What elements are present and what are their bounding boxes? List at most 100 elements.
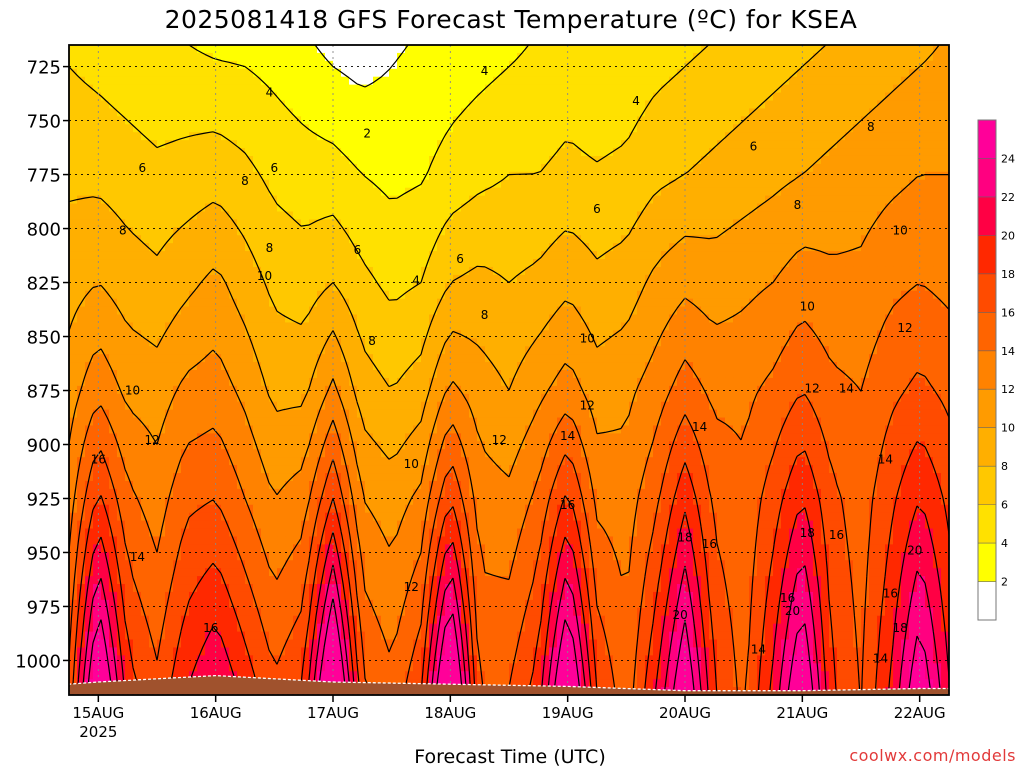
heat-cell xyxy=(389,243,398,252)
heat-cell xyxy=(901,211,910,220)
heat-cell xyxy=(901,76,910,86)
heat-cell xyxy=(669,235,678,244)
heat-cell xyxy=(829,148,838,157)
heat-cell xyxy=(357,266,366,276)
heat-cell xyxy=(317,140,326,149)
heat-cell xyxy=(541,84,550,94)
heat-cell xyxy=(101,124,110,133)
heat-cell xyxy=(77,84,86,94)
heat-cell xyxy=(597,163,606,173)
heat-cell xyxy=(741,171,750,181)
heat-cell xyxy=(213,100,222,110)
heat-cell xyxy=(821,354,830,363)
heat-cell xyxy=(597,306,606,316)
heat-cell xyxy=(941,155,949,165)
heat-cell xyxy=(101,76,110,86)
heat-cell xyxy=(421,235,430,244)
heat-cell xyxy=(261,84,270,94)
heat-cell xyxy=(413,211,422,220)
heat-cell xyxy=(893,45,902,54)
heat-cell xyxy=(709,306,718,316)
heat-cell xyxy=(581,377,590,387)
heat-cell xyxy=(701,187,710,197)
heat-cell xyxy=(725,282,734,292)
heat-cell xyxy=(653,274,662,284)
heat-cell xyxy=(405,140,414,149)
heat-cell xyxy=(133,219,142,228)
heat-cell xyxy=(245,148,254,157)
heat-cell xyxy=(261,155,270,165)
heat-cell xyxy=(485,266,494,276)
heat-cell xyxy=(789,76,798,86)
heat-cell xyxy=(541,354,550,363)
heat-cell xyxy=(437,243,446,252)
heat-cell xyxy=(237,211,246,220)
heat-cell xyxy=(197,179,206,189)
heat-cell xyxy=(653,108,662,117)
heat-cell xyxy=(917,235,926,244)
heat-cell xyxy=(101,298,110,308)
heat-cell xyxy=(853,92,862,102)
heat-cell xyxy=(429,132,438,141)
heat-cell xyxy=(605,219,614,228)
heat-cell xyxy=(197,282,206,292)
heat-cell xyxy=(317,219,326,228)
heat-cell xyxy=(341,274,350,284)
heat-cell xyxy=(861,251,870,260)
heat-cell xyxy=(605,179,614,189)
heat-cell xyxy=(429,76,438,86)
heat-cell xyxy=(85,163,94,173)
heat-cell xyxy=(613,251,622,260)
heat-cell xyxy=(381,393,390,403)
heat-cell xyxy=(93,266,102,276)
heat-cell xyxy=(413,330,422,339)
heat-cell xyxy=(733,148,742,157)
heat-cell xyxy=(389,354,398,363)
heat-cell xyxy=(941,338,949,347)
heat-cell xyxy=(565,266,574,276)
heat-cell xyxy=(413,243,422,252)
heat-cell xyxy=(109,354,118,363)
heat-cell xyxy=(749,306,758,316)
heat-cell xyxy=(117,393,126,403)
heat-cell xyxy=(389,155,398,165)
heat-cell xyxy=(589,298,598,308)
heat-cell xyxy=(245,140,254,149)
heat-cell xyxy=(925,362,934,371)
heat-cell xyxy=(637,322,646,331)
heat-cell xyxy=(285,116,294,125)
heat-cell xyxy=(797,298,806,308)
heat-cell xyxy=(333,163,342,173)
heat-cell xyxy=(629,219,638,228)
heat-cell xyxy=(517,377,526,387)
heat-cell xyxy=(885,235,894,244)
heat-cell xyxy=(133,282,142,292)
heat-cell xyxy=(741,259,750,268)
heat-cell xyxy=(109,219,118,228)
heat-cell xyxy=(309,330,318,339)
heat-cell xyxy=(853,211,862,220)
heat-cell xyxy=(517,148,526,157)
heat-cell xyxy=(789,298,798,308)
heat-cell xyxy=(133,243,142,252)
heat-cell xyxy=(285,179,294,189)
heat-cell xyxy=(829,171,838,181)
heat-cell xyxy=(501,338,510,347)
heat-cell xyxy=(93,346,102,355)
heat-cell xyxy=(237,330,246,339)
heat-cell xyxy=(637,155,646,165)
heat-cell xyxy=(157,100,166,110)
heat-cell xyxy=(693,393,702,403)
heat-cell xyxy=(181,235,190,244)
heat-cell xyxy=(805,100,814,110)
heat-cell xyxy=(893,235,902,244)
heat-cell xyxy=(181,211,190,220)
heat-cell xyxy=(757,370,766,379)
heat-cell xyxy=(181,203,190,213)
heat-cell xyxy=(469,235,478,244)
heat-cell xyxy=(365,187,374,197)
heat-cell xyxy=(373,322,382,331)
heat-cell xyxy=(269,148,278,157)
heat-cell xyxy=(93,370,102,379)
heat-cell xyxy=(445,235,454,244)
